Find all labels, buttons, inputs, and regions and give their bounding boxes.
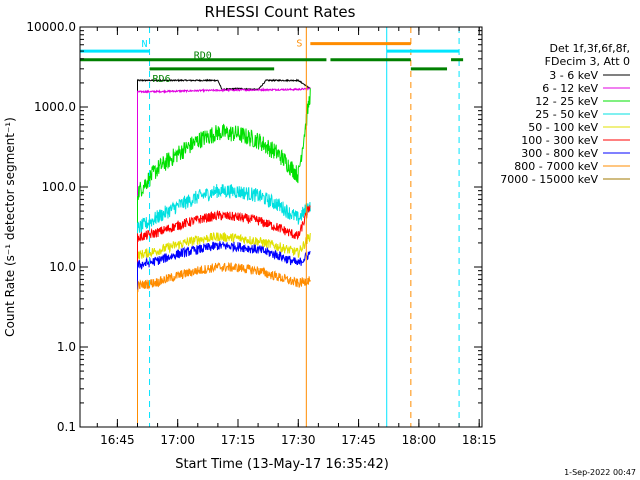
legend: Det 1f,3f,6f,8f,FDecim 3, Att 03 - 6 keV… bbox=[500, 42, 630, 186]
legend-header: Det 1f,3f,6f,8f, bbox=[549, 42, 630, 55]
legend-header: FDecim 3, Att 0 bbox=[545, 55, 630, 68]
x-tick-label: 18:00 bbox=[402, 433, 437, 447]
axes-frame bbox=[79, 26, 483, 428]
y-tick-label: 10.0 bbox=[49, 260, 76, 274]
x-tick-label: 17:15 bbox=[221, 433, 256, 447]
series-line bbox=[137, 262, 311, 427]
y-tick-label: 100.0 bbox=[42, 180, 76, 194]
legend-entry-label: 100 - 300 keV bbox=[521, 134, 598, 147]
y-tick-label: 1.0 bbox=[57, 340, 76, 354]
x-tick-label: 18:15 bbox=[462, 433, 497, 447]
legend-entry-label: 3 - 6 keV bbox=[549, 69, 598, 82]
y-axis-label: Count Rate (s⁻¹ detector segment⁻¹) bbox=[3, 117, 17, 337]
legend-entry-label: 12 - 25 keV bbox=[535, 95, 598, 108]
legend-entry-label: 300 - 800 keV bbox=[521, 147, 598, 160]
annotation-label: RD0 bbox=[194, 51, 212, 62]
series-line bbox=[137, 184, 311, 427]
x-tick-label: 17:00 bbox=[160, 433, 195, 447]
legend-entry-label: 50 - 100 keV bbox=[528, 121, 598, 134]
legend-entry-label: 800 - 7000 keV bbox=[514, 160, 598, 173]
marker-layer: N S RD6 RD0 bbox=[79, 27, 464, 427]
series-line bbox=[137, 232, 311, 427]
x-axis-label: Start Time (13-May-17 16:35:42) bbox=[175, 457, 389, 472]
state-bar-label: S bbox=[296, 39, 302, 50]
y-tick-label: 10000.0 bbox=[26, 20, 76, 34]
legend-entry-label: 7000 - 15000 keV bbox=[500, 173, 598, 186]
legend-entry-label: 25 - 50 keV bbox=[535, 108, 598, 121]
y-tick-label: 0.1 bbox=[57, 420, 76, 434]
y-tick-label: 1000.0 bbox=[34, 100, 76, 114]
series-line bbox=[137, 241, 311, 427]
x-tick-label: 17:30 bbox=[281, 433, 316, 447]
footer-timestamp: 1-Sep-2022 00:47 bbox=[564, 468, 636, 477]
legend-entry-label: 6 - 12 keV bbox=[542, 82, 598, 95]
tick-layer: 16:45 17:00 17:15 17:30 17:45 18:00 18:15 0.1 1.… bbox=[26, 20, 496, 447]
series-line bbox=[137, 204, 311, 427]
x-tick-label: 16:45 bbox=[100, 433, 135, 447]
series-line bbox=[137, 86, 311, 427]
series-line bbox=[137, 88, 311, 427]
state-bar-label: RD6 bbox=[153, 74, 171, 85]
x-tick-label: 17:45 bbox=[341, 433, 376, 447]
series-layer bbox=[137, 78, 311, 427]
state-bar-label: N bbox=[142, 39, 148, 50]
chart-title: RHESSI Count Rates bbox=[205, 3, 356, 21]
